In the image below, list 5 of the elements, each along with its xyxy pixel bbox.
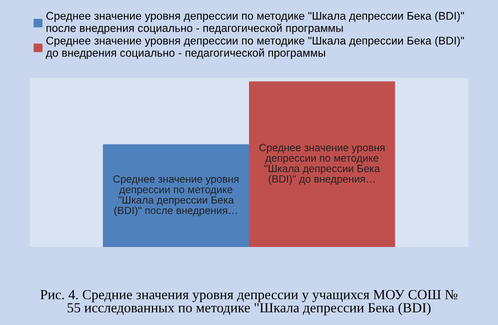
legend-label: Среднее значение уровня депрессии по методике "Шкала депрессии Бека (BDI)" после внедрения социально - педагогической программы: [46, 12, 464, 34]
legend-label: Среднее значение уровня депрессии по методике "Шкала депрессии Бека (BDI)" до внедрения социально - педагогической программы: [46, 36, 464, 59]
annotation: Среднее значение уровня депрессии по методике "Шкала депрессии Бека (BDI)" до внедрения…: [259, 144, 384, 185]
annotation: Среднее значение уровня депрессии по методике "Шкала депрессии Бека (BDI)" после внедрения…: [113, 175, 238, 216]
text: Рис. 4. Средние значения уровня депрессии у учащихся МОУ СОШ № 55 исследованных по методике "Шкала депрессии Бека (BDI): [40, 290, 458, 316]
